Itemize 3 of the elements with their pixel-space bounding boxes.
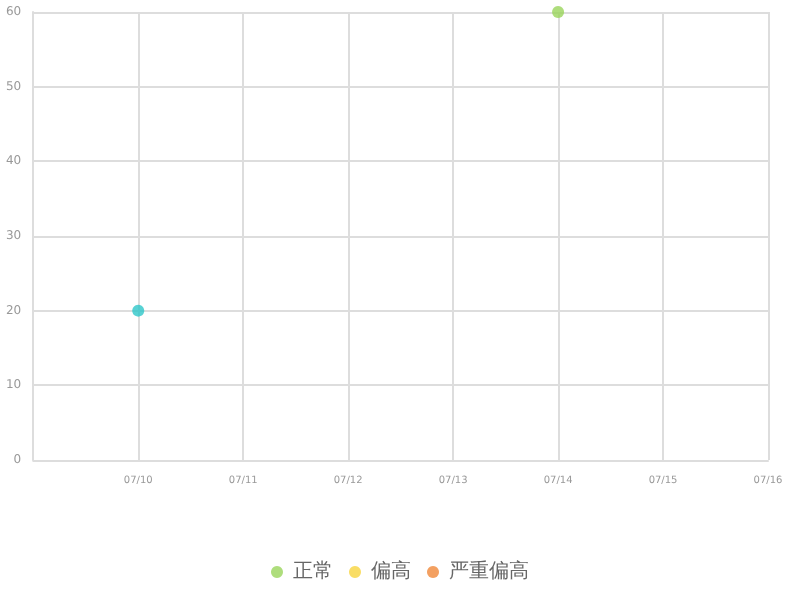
legend-label: 正常 — [293, 559, 333, 583]
legend-label: 严重偏高 — [449, 559, 529, 583]
legend-label: 偏高 — [371, 559, 411, 583]
